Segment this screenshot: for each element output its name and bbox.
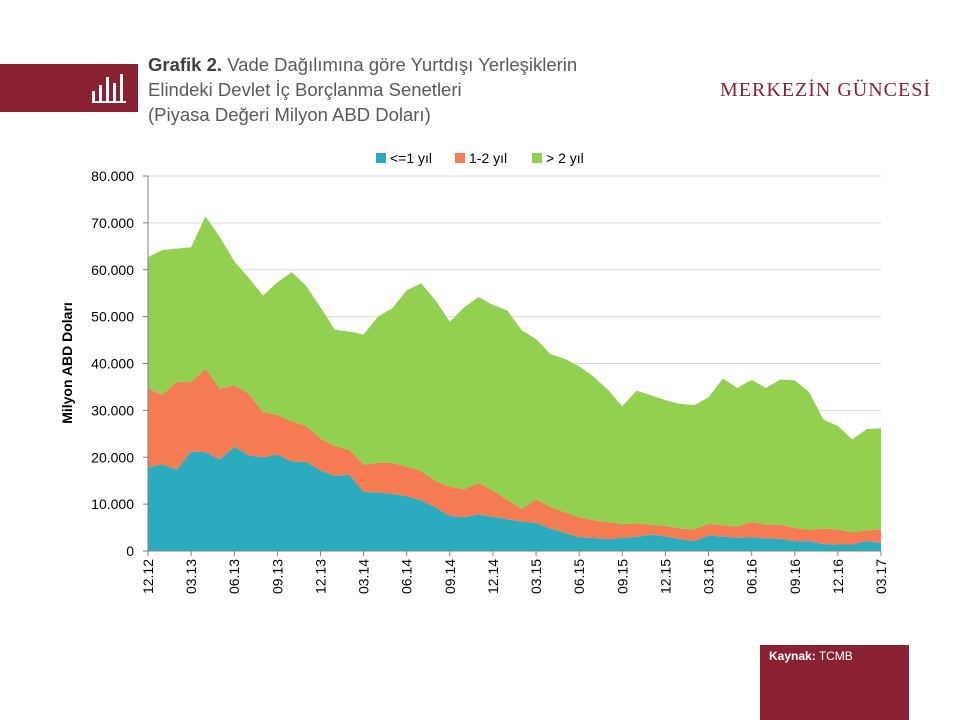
source-box: Kaynak: TCMB (760, 645, 909, 720)
x-tick-label-5: 03.14 (356, 559, 372, 594)
y-axis-label: Milyon ABD Doları (59, 302, 75, 424)
title-line-1: Vade Dağılımına göre Yurtdışı Yerleşikle… (227, 54, 578, 75)
x-tick-label-9: 03.15 (528, 559, 544, 594)
y-tick-label-8: 80.000 (91, 168, 134, 184)
source-label: Kaynak: (769, 649, 816, 663)
legend-swatch-1 (376, 153, 386, 163)
chart-title: Grafik 2. Vade Dağılımına göre Yurtdışı … (148, 52, 708, 127)
x-tick-label-1: 03.13 (183, 559, 199, 594)
source-value: TCMB (818, 649, 853, 663)
y-tick-label-2: 20.000 (91, 449, 134, 465)
x-tick-label-8: 12.14 (485, 559, 501, 594)
legend-swatch-3 (532, 153, 542, 163)
area-series-3 (148, 216, 881, 533)
x-tick-label-11: 09.15 (614, 559, 630, 594)
area-series-1 (148, 446, 881, 551)
y-tick-label-6: 60.000 (91, 262, 134, 278)
x-tick-label-17: 03.17 (873, 559, 889, 594)
legend-label-2: 1-2 yıl (469, 150, 507, 166)
y-tick-label-1: 10.000 (91, 496, 134, 512)
chart-legend: <=1 yıl 1-2 yıl > 2 yıl (376, 150, 584, 166)
brand-logo: MERKEZİN GÜNCESİ (720, 79, 931, 101)
area-series (148, 216, 881, 551)
y-tick-label-5: 50.000 (91, 309, 134, 325)
x-tick-label-12: 12.15 (657, 559, 673, 594)
area-series-2 (148, 368, 881, 545)
legend-label-3: > 2 yıl (546, 150, 584, 166)
x-tick-label-16: 12.16 (830, 559, 846, 594)
y-tick-label-4: 40.000 (91, 356, 134, 372)
source-note: Kaynak: TCMB (769, 649, 853, 663)
y-tick-label-7: 70.000 (91, 215, 134, 231)
x-tick-label-0: 12.12 (140, 559, 156, 594)
legend-label-1: <=1 yıl (390, 150, 432, 166)
x-tick-label-13: 03.16 (701, 559, 717, 594)
title-line-2: Elindeki Devlet İç Borçlanma Senetleri (148, 79, 462, 100)
bar-chart-icon (92, 74, 126, 103)
x-tick-label-7: 09.14 (442, 559, 458, 594)
title-bold: Grafik 2. (148, 54, 223, 75)
legend-swatch-2 (455, 153, 465, 163)
x-tick-label-15: 09.16 (787, 559, 803, 594)
y-axis-ticks: 0 10.000 20.000 30.000 40.000 50.000 60.000 70.… (91, 168, 148, 559)
y-tick-label-0: 0 (126, 543, 134, 559)
x-tick-label-4: 12.13 (312, 559, 328, 594)
x-tick-label-3: 09.13 (269, 559, 285, 594)
x-tick-label-10: 06.15 (571, 559, 587, 594)
x-tick-label-14: 06.16 (744, 559, 760, 594)
title-line-3: (Piyasa Değeri Milyon ABD Doları) (148, 104, 431, 125)
x-axis-ticks: 12.12 03.13 06.13 09.13 12.13 03.14 06.14 09.14… (140, 551, 889, 594)
x-tick-label-6: 06.14 (399, 559, 415, 594)
y-tick-label-3: 30.000 (91, 402, 134, 418)
x-tick-label-2: 06.13 (226, 559, 242, 594)
